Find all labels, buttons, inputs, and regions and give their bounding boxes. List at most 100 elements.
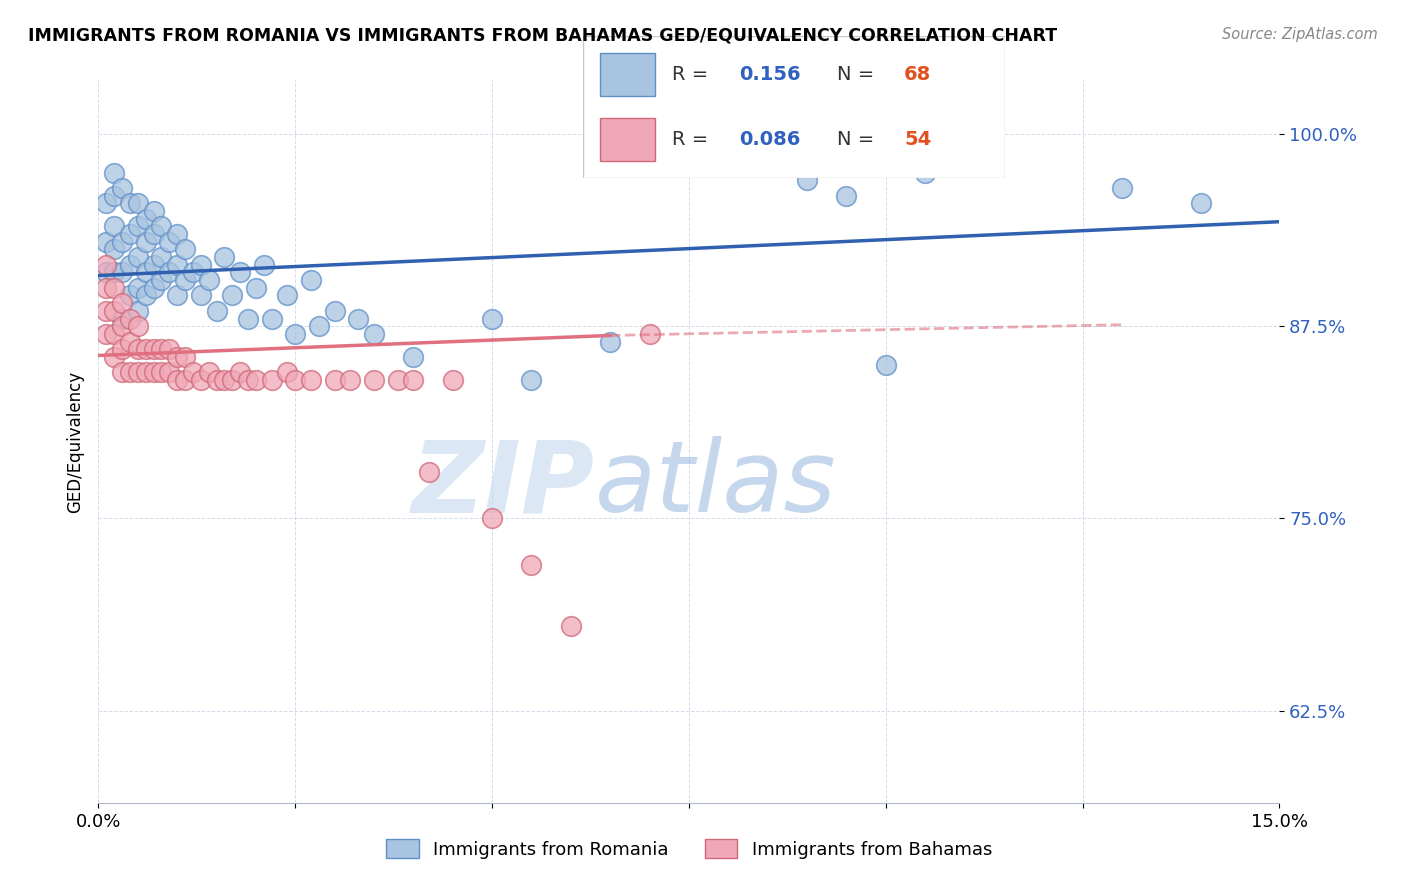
Point xyxy=(142,365,165,379)
Point xyxy=(363,373,385,387)
Point xyxy=(166,258,188,272)
Point xyxy=(118,311,141,326)
Point xyxy=(299,373,322,387)
Point xyxy=(229,365,252,379)
Point xyxy=(103,165,125,179)
Point xyxy=(135,288,157,302)
Point xyxy=(103,326,125,341)
Point xyxy=(157,343,180,357)
Y-axis label: GED/Equivalency: GED/Equivalency xyxy=(66,370,84,513)
Point xyxy=(118,196,141,211)
Point xyxy=(214,373,236,387)
Point xyxy=(875,358,897,372)
Point xyxy=(118,288,141,302)
Point xyxy=(284,373,307,387)
Point xyxy=(103,304,125,318)
Point xyxy=(914,165,936,179)
Point xyxy=(221,288,243,302)
Point xyxy=(111,296,134,310)
Point xyxy=(127,319,149,334)
Point xyxy=(111,343,134,357)
Point xyxy=(418,465,440,479)
Point xyxy=(1111,181,1133,195)
Point xyxy=(142,203,165,218)
Point xyxy=(166,288,188,302)
Point xyxy=(96,304,118,318)
Point xyxy=(103,350,125,364)
Point xyxy=(1189,196,1212,211)
Point xyxy=(127,281,149,295)
Point xyxy=(96,265,118,279)
Point xyxy=(150,365,173,379)
Point xyxy=(835,188,858,202)
Point xyxy=(190,373,212,387)
Point xyxy=(127,343,149,357)
Point xyxy=(135,265,157,279)
Point xyxy=(96,258,118,272)
Point xyxy=(284,326,307,341)
Point xyxy=(253,258,276,272)
Point xyxy=(363,326,385,341)
Point xyxy=(560,619,582,633)
Point xyxy=(174,243,197,257)
Point xyxy=(127,304,149,318)
Point xyxy=(174,273,197,287)
Point xyxy=(127,250,149,264)
Point xyxy=(157,265,180,279)
Point xyxy=(103,265,125,279)
Point xyxy=(157,235,180,249)
Point xyxy=(441,373,464,387)
Point xyxy=(181,365,204,379)
Point xyxy=(150,250,173,264)
FancyBboxPatch shape xyxy=(600,119,655,161)
Point xyxy=(150,273,173,287)
Point xyxy=(308,319,330,334)
Point xyxy=(190,258,212,272)
Point xyxy=(481,311,503,326)
Point xyxy=(118,227,141,241)
Point xyxy=(174,373,197,387)
Point xyxy=(323,373,346,387)
Point xyxy=(796,173,818,187)
Text: ZIP: ZIP xyxy=(412,436,595,533)
Point xyxy=(599,334,621,349)
Point xyxy=(347,311,370,326)
Point xyxy=(387,373,409,387)
FancyBboxPatch shape xyxy=(583,36,1005,178)
Point xyxy=(245,281,267,295)
Point xyxy=(96,196,118,211)
Point xyxy=(135,365,157,379)
Text: Source: ZipAtlas.com: Source: ZipAtlas.com xyxy=(1222,27,1378,42)
Text: atlas: atlas xyxy=(595,436,837,533)
Point xyxy=(103,219,125,234)
Point xyxy=(276,288,298,302)
Point xyxy=(96,281,118,295)
Point xyxy=(197,365,219,379)
Point xyxy=(150,219,173,234)
Text: 0.156: 0.156 xyxy=(740,65,801,84)
Legend: Immigrants from Romania, Immigrants from Bahamas: Immigrants from Romania, Immigrants from… xyxy=(378,832,1000,866)
Point xyxy=(245,373,267,387)
Text: IMMIGRANTS FROM ROMANIA VS IMMIGRANTS FROM BAHAMAS GED/EQUIVALENCY CORRELATION C: IMMIGRANTS FROM ROMANIA VS IMMIGRANTS FR… xyxy=(28,27,1057,45)
Point xyxy=(197,273,219,287)
Point xyxy=(181,265,204,279)
Point xyxy=(118,365,141,379)
Point xyxy=(142,343,165,357)
Point xyxy=(481,511,503,525)
Text: 68: 68 xyxy=(904,65,931,84)
Point xyxy=(118,334,141,349)
Point xyxy=(236,311,259,326)
Point xyxy=(205,304,228,318)
Point xyxy=(111,365,134,379)
Point xyxy=(111,319,134,334)
Point xyxy=(166,373,188,387)
Point xyxy=(166,350,188,364)
Point xyxy=(96,235,118,249)
Point xyxy=(638,326,661,341)
Text: N =: N = xyxy=(837,130,880,149)
Point xyxy=(229,265,252,279)
Point xyxy=(118,258,141,272)
Point xyxy=(157,365,180,379)
Point xyxy=(221,373,243,387)
FancyBboxPatch shape xyxy=(600,53,655,95)
